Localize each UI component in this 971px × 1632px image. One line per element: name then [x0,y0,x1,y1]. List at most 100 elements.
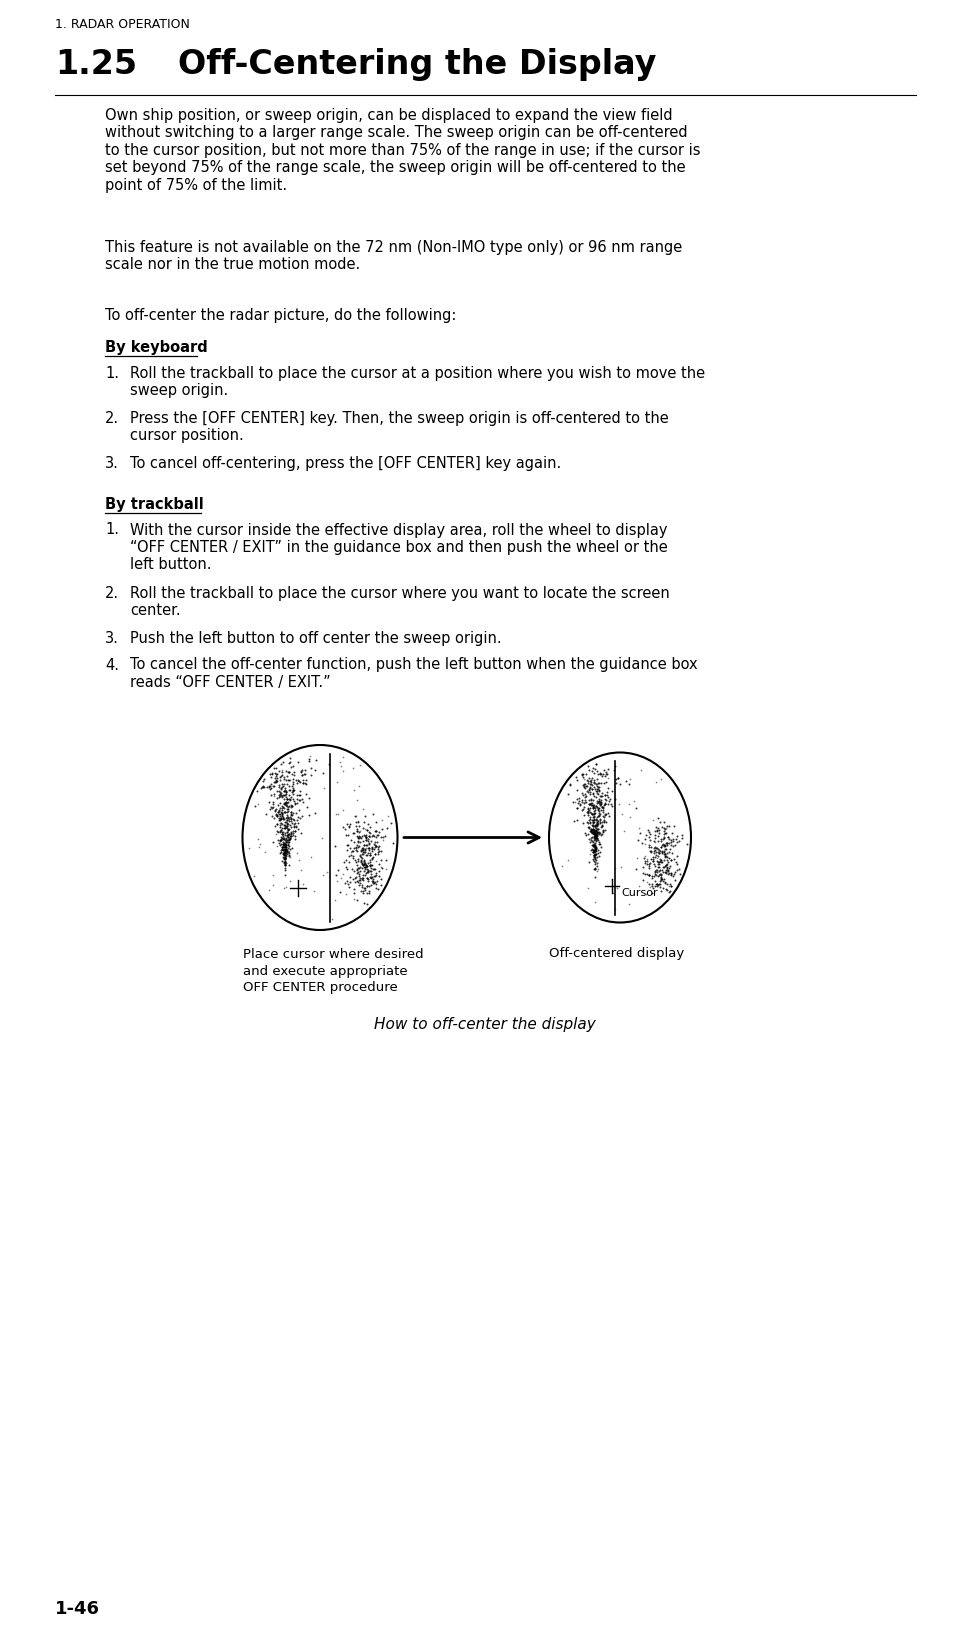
Point [274,821,289,847]
Point [577,772,592,798]
Point [365,855,381,881]
Point [277,778,292,805]
Point [276,814,291,840]
Point [314,826,329,852]
Point [581,769,596,795]
Point [588,827,604,854]
Point [351,834,366,860]
Point [584,770,599,796]
Point [362,842,378,868]
Point [281,824,296,850]
Point [669,850,685,876]
Point [598,801,614,827]
Point [588,814,604,840]
Point [588,836,604,862]
Text: Off-Centering the Display: Off-Centering the Display [178,47,656,82]
Point [263,770,279,796]
Point [592,823,608,849]
Point [595,761,611,787]
Point [589,795,605,821]
Point [597,782,613,808]
Point [284,798,299,824]
Point [580,767,595,793]
Point [637,831,653,857]
Point [588,806,604,832]
Point [649,870,664,896]
Point [344,837,359,863]
Point [586,813,601,839]
Point [284,783,299,809]
Point [641,818,656,844]
Point [280,813,295,839]
Point [597,792,613,818]
Point [285,806,301,832]
Point [349,813,364,839]
Point [281,829,296,855]
Point [278,842,293,868]
Point [591,803,607,829]
Point [370,834,385,860]
Point [363,860,379,886]
Point [283,824,298,850]
Point [653,868,668,894]
Point [587,844,603,870]
Point [362,824,378,850]
Point [358,834,374,860]
Point [279,809,294,836]
Point [353,878,369,904]
Point [586,847,601,873]
Point [593,814,609,840]
Point [595,796,611,823]
Point [569,777,585,803]
Point [611,792,626,818]
Point [340,857,355,883]
Point [596,808,612,834]
Point [586,801,601,827]
Point [591,829,607,855]
Point [608,765,623,792]
Point [660,858,676,885]
Point [269,803,285,829]
Point [576,796,591,823]
Point [581,809,596,836]
Point [352,842,368,868]
Point [342,865,357,891]
Point [283,826,298,852]
Point [569,806,585,832]
Point [363,865,379,891]
Point [569,795,585,821]
Point [276,805,291,831]
Point [338,870,353,896]
Point [642,850,657,876]
Point [361,880,377,906]
Point [301,746,317,772]
Point [289,767,305,793]
Point [301,747,317,774]
Point [281,796,296,823]
Point [660,849,676,875]
Point [351,849,366,875]
Point [648,814,663,840]
Point [663,862,679,888]
Point [269,756,285,782]
Point [361,831,377,857]
Point [277,862,292,888]
Point [360,850,376,876]
Point [274,780,289,806]
Point [345,845,360,871]
Point [338,847,353,873]
Point [589,811,605,837]
Point [280,790,295,816]
Point [274,783,289,809]
Point [276,795,291,821]
Point [580,770,595,796]
Point [252,831,268,857]
Point [661,839,677,865]
Point [278,800,293,826]
Point [265,862,281,888]
Point [658,858,674,885]
Text: Roll the trackball to place the cursor at a position where you wish to move the
: Roll the trackball to place the cursor a… [130,366,705,398]
Point [584,837,599,863]
Point [583,800,598,826]
Point [274,803,289,829]
